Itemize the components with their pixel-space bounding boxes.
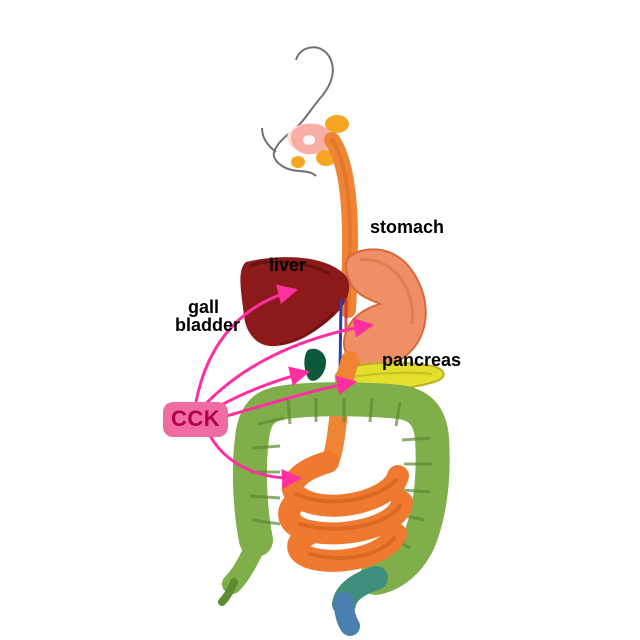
label-pancreas: pancreas <box>382 351 461 370</box>
small-intestine <box>289 462 402 561</box>
label-liver: liver <box>269 256 306 275</box>
diagram-stage: stomach liver gall bladder pancreas CCK <box>0 0 640 640</box>
gallbladder-organ <box>304 349 326 381</box>
cck-badge: CCK <box>163 402 228 437</box>
label-stomach: stomach <box>370 218 444 237</box>
anatomy-svg <box>0 0 640 640</box>
label-gall-2: bladder <box>175 316 240 335</box>
